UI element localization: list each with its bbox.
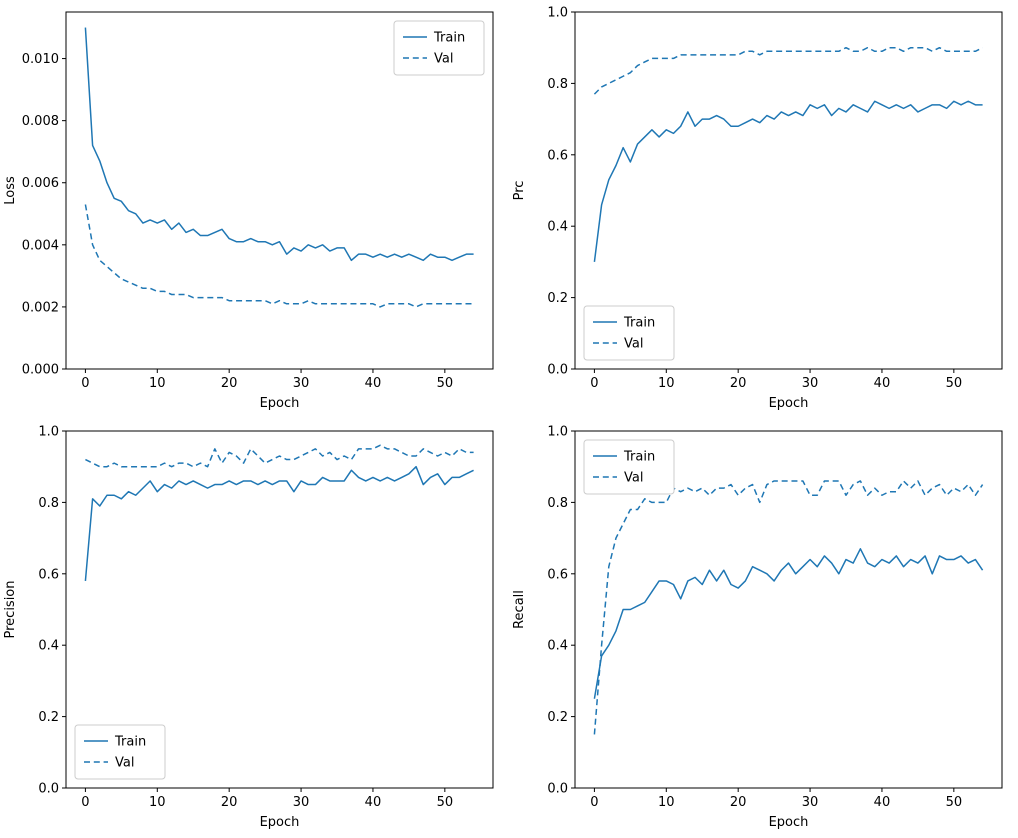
legend-label-val: Val <box>115 756 134 771</box>
x-tick-label: 20 <box>221 795 238 810</box>
y-tick-label: 1.0 <box>547 6 568 21</box>
y-tick-label: 0.000 <box>22 363 59 378</box>
series-line-train <box>84 465 474 582</box>
y-tick-label: 0.004 <box>22 238 59 253</box>
plot-border <box>574 430 1003 789</box>
series-line-val <box>85 444 474 468</box>
y-tick-label: 0.0 <box>38 782 59 797</box>
x-tick-label: 10 <box>149 376 166 391</box>
precision-chart: 0 10 20 30 40 50 0.0 0.2 0.4 0.6 0.8 1.0 Epoch Precis… <box>3 425 494 830</box>
x-tick-label: 0 <box>81 376 89 391</box>
y-tick-label: 0.8 <box>38 496 59 511</box>
precision-chart-panel: 0 10 20 30 40 50 0.0 0.2 0.4 0.6 0.8 1.0 Epoch Precis… <box>0 419 509 838</box>
x-tick-label: 50 <box>946 376 963 391</box>
y-tick-label: 0.2 <box>38 710 59 725</box>
x-tick-label: 40 <box>874 376 891 391</box>
x-tick-label: 40 <box>365 795 382 810</box>
recall-chart: 0 10 20 30 40 50 0.0 0.2 0.4 0.6 0.8 1.0 Epoch Recall… <box>512 425 1003 830</box>
y-tick-label: 0.006 <box>22 176 59 191</box>
legend-label-val: Val <box>624 337 643 352</box>
plot-border <box>574 11 1003 370</box>
x-axis-label: Epoch <box>769 396 809 411</box>
x-tick-label: 40 <box>365 376 382 391</box>
x-tick-label: 40 <box>874 795 891 810</box>
series-line-train <box>84 27 474 262</box>
series-line-val <box>593 480 984 735</box>
loss-chart-panel: 0 10 20 30 40 50 0.000 0.002 0.004 0.006 0.008 0.01… <box>0 0 509 419</box>
legend-label-train: Train <box>114 735 146 750</box>
prc-chart: 0 10 20 30 40 50 0.0 0.2 0.4 0.6 0.8 1.0 Epoch Prc Tra… <box>512 6 1003 411</box>
plot-border <box>65 11 494 370</box>
legend-box <box>583 305 675 361</box>
y-tick-label: 1.0 <box>38 425 59 440</box>
y-axis-label: Precision <box>3 580 18 638</box>
x-tick-label: 10 <box>149 795 166 810</box>
recall-chart-panel: 0 10 20 30 40 50 0.0 0.2 0.4 0.6 0.8 1.0 Epoch Recall… <box>509 419 1018 838</box>
y-tick-label: 0.0 <box>547 363 568 378</box>
prc-chart-panel: 0 10 20 30 40 50 0.0 0.2 0.4 0.6 0.8 1.0 Epoch Prc Tra… <box>509 0 1018 419</box>
y-tick-label: 0.4 <box>547 220 568 235</box>
x-tick-label: 20 <box>730 376 747 391</box>
x-tick-label: 20 <box>730 795 747 810</box>
y-tick-label: 0.2 <box>547 710 568 725</box>
y-axis-label: Recall <box>512 590 527 629</box>
legend-label-val: Val <box>624 471 643 486</box>
legend-label-train: Train <box>433 31 465 46</box>
y-tick-label: 0.2 <box>547 291 568 306</box>
x-tick-label: 10 <box>658 376 675 391</box>
y-tick-label: 0.6 <box>38 567 59 582</box>
y-axis-label: Prc <box>512 181 527 201</box>
x-tick-label: 10 <box>658 795 675 810</box>
x-axis-label: Epoch <box>260 396 300 411</box>
series-line-val <box>84 204 474 308</box>
x-axis-label: Epoch <box>769 815 809 830</box>
series-line-train <box>593 548 984 699</box>
legend-label-train: Train <box>623 316 655 331</box>
x-axis-label: Epoch <box>260 815 300 830</box>
x-tick-label: 30 <box>293 795 310 810</box>
series-line-val <box>593 46 983 95</box>
legend-box <box>393 20 485 76</box>
x-tick-label: 30 <box>802 376 819 391</box>
y-tick-label: 0.4 <box>38 639 59 654</box>
y-tick-label: 0.8 <box>547 496 568 511</box>
y-tick-label: 0.6 <box>547 148 568 163</box>
series-line-train <box>593 100 983 262</box>
x-tick-label: 50 <box>946 795 963 810</box>
x-tick-label: 50 <box>437 376 454 391</box>
legend-label-train: Train <box>623 450 655 465</box>
y-tick-label: 0.002 <box>22 300 59 315</box>
x-tick-label: 50 <box>437 795 454 810</box>
x-tick-label: 30 <box>293 376 310 391</box>
plot-border <box>65 430 494 789</box>
y-tick-label: 0.6 <box>547 567 568 582</box>
x-tick-label: 30 <box>802 795 819 810</box>
y-tick-label: 0.0 <box>547 782 568 797</box>
y-tick-label: 0.010 <box>22 52 59 67</box>
y-tick-label: 0.4 <box>547 639 568 654</box>
x-tick-label: 20 <box>221 376 238 391</box>
legend-box <box>74 724 166 780</box>
x-tick-label: 0 <box>590 376 598 391</box>
x-tick-label: 0 <box>590 795 598 810</box>
y-axis-label: Loss <box>3 176 18 205</box>
loss-chart: 0 10 20 30 40 50 0.000 0.002 0.004 0.006 0.008 0.01… <box>3 11 494 411</box>
x-tick-label: 0 <box>81 795 89 810</box>
y-tick-label: 1.0 <box>547 425 568 440</box>
legend-box <box>583 439 675 495</box>
y-tick-label: 0.008 <box>22 114 59 129</box>
legend-label-val: Val <box>434 52 453 67</box>
y-tick-label: 0.8 <box>547 77 568 92</box>
